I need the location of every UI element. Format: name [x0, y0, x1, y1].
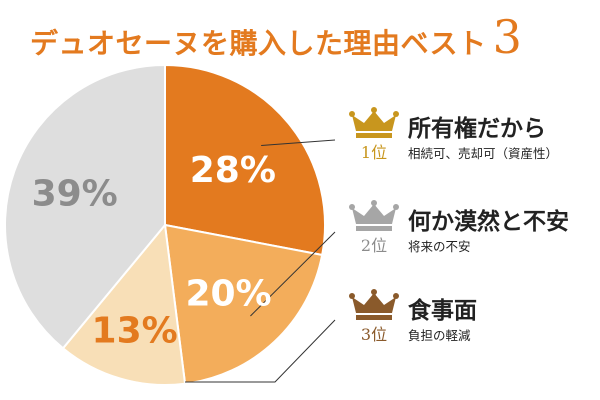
- pie-slice-2: [163, 223, 324, 385]
- rank-2-reason: 何か漠然と不安: [408, 209, 569, 235]
- pie-slice-4: [4, 63, 166, 350]
- rank-1: 1位 所有権だから 相続可、売却可（資産性）: [342, 105, 592, 175]
- rank-3-detail: 負担の軽減: [408, 328, 471, 343]
- rank-3-reason: 食事面: [408, 298, 477, 324]
- rank-1-detail: 相続可、売却可（資産性）: [408, 146, 559, 161]
- title-number: 3: [492, 10, 522, 64]
- silver-crown-icon: [342, 198, 406, 236]
- slice-label-3: 13%: [92, 310, 178, 351]
- slice-labels: 28% 20%13% 39%: [32, 150, 276, 352]
- title-text: デュオセーヌを購入した理由ベスト: [30, 27, 487, 60]
- gold-crown-icon: [342, 105, 406, 143]
- leader-line-2: [250, 231, 336, 317]
- rank-2-label: 2位: [360, 236, 388, 255]
- pie-slice-3: [61, 222, 187, 386]
- leader-line-1: [261, 139, 336, 146]
- slice-label-2: 20%: [185, 274, 271, 315]
- bronze-crown-icon: [342, 287, 406, 325]
- pie-slice-1: [164, 63, 326, 257]
- rank-3: 3位 食事面 負担の軽減: [342, 287, 592, 357]
- pie-slices: [4, 63, 326, 386]
- rank-2-detail: 将来の不安: [408, 239, 471, 254]
- slice-label-1: 28%: [190, 150, 276, 191]
- leader-lines: [185, 139, 336, 383]
- rank-1-reason: 所有権だから: [408, 116, 546, 142]
- rank-1-label: 1位: [360, 143, 388, 162]
- rank-2: 2位 何か漠然と不安 将来の不安: [342, 198, 592, 268]
- rank-3-label: 3位: [360, 325, 388, 344]
- slice-label-4: 39%: [32, 173, 118, 214]
- leader-line-3: [185, 319, 336, 383]
- chart-title: デュオセーヌを購入した理由ベスト 3: [30, 10, 590, 64]
